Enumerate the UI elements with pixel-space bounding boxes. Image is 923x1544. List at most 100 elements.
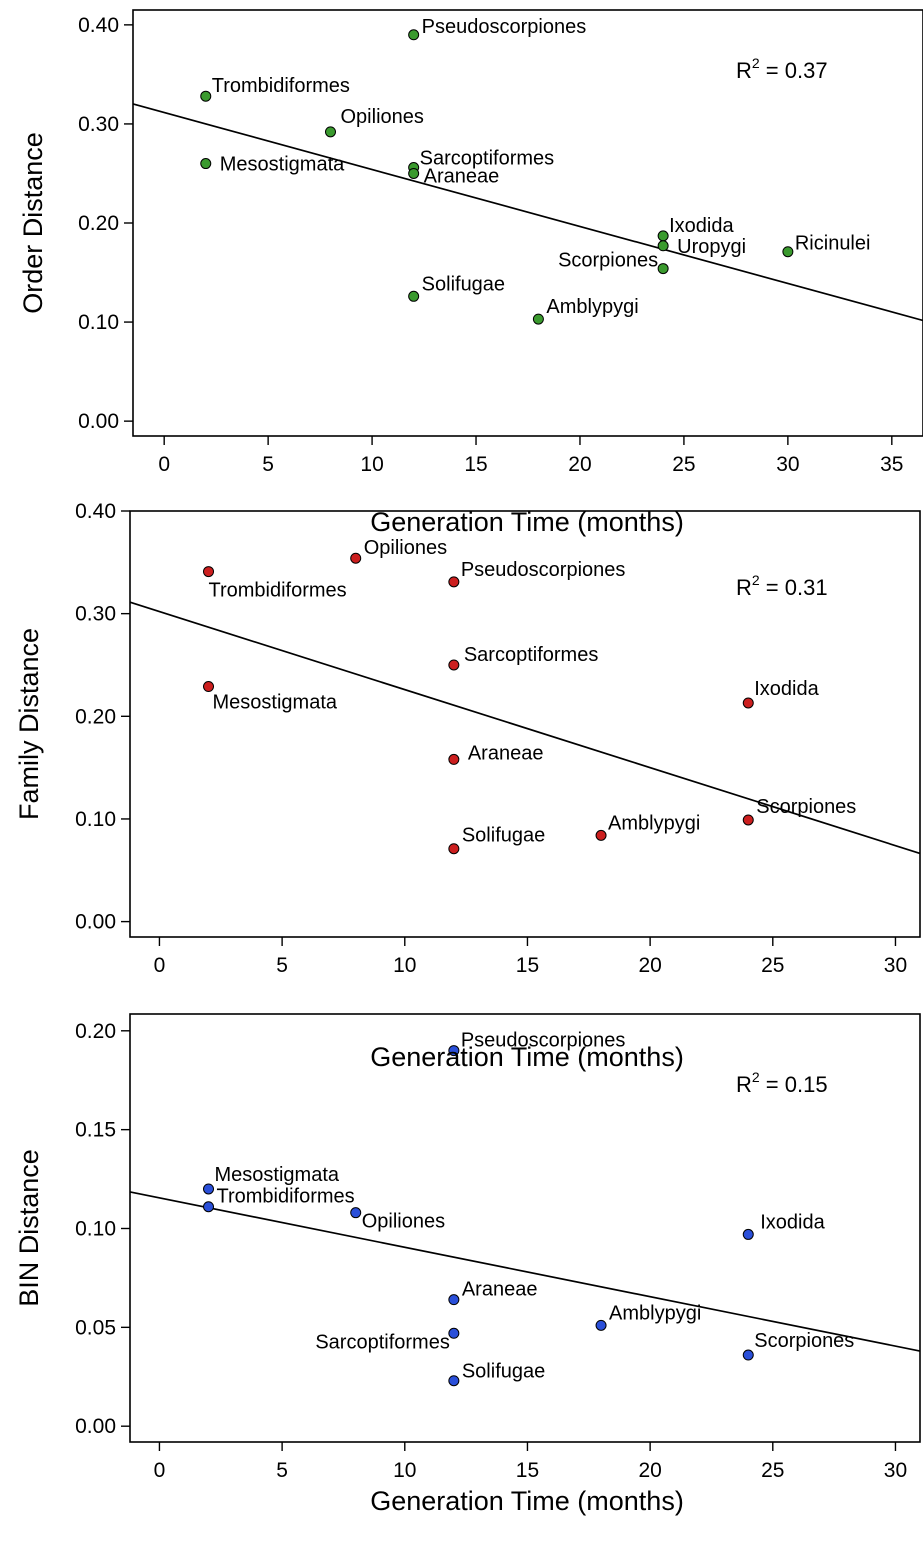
y-tick-label: 0.20 (75, 705, 116, 728)
plot-frame (129, 510, 921, 938)
regression-line (129, 601, 921, 855)
x-tick-label: 25 (672, 453, 695, 476)
data-point (200, 90, 212, 102)
data-point (203, 566, 215, 578)
r-squared-label: R2 = 0.15 (736, 1069, 828, 1097)
x-tick-label: 25 (761, 1459, 784, 1482)
y-tick-label: 0.05 (75, 1316, 116, 1339)
point-label: Araneae (468, 742, 544, 764)
point-label: Solifugae (462, 1361, 545, 1383)
panel-2: 0 5 10 15 20 25 30 0.00 0.10 0.20 0.30 0.40 Family D… (14, 500, 921, 977)
data-point (350, 1207, 362, 1219)
point-label: Sarcoptiformes (315, 1331, 450, 1353)
x-tick-label: 20 (638, 1459, 661, 1482)
data-point (657, 240, 669, 252)
x-axis-title: Generation Time (months) (370, 1042, 684, 1072)
point-label: Solifugae (462, 825, 545, 847)
data-point (408, 167, 420, 179)
x-tick-label: 5 (276, 1459, 288, 1482)
data-point (448, 1327, 460, 1339)
data-point (448, 1294, 460, 1306)
x-axis-title: Generation Time (months) (370, 1486, 684, 1516)
data-point (408, 290, 420, 302)
x-tick-label: 15 (516, 954, 539, 977)
data-point (448, 576, 460, 588)
y-tick-label: 0.00 (78, 410, 119, 433)
x-tick-label: 10 (360, 453, 383, 476)
data-point (742, 814, 754, 826)
data-point (203, 1183, 215, 1195)
y-tick-label: 0.30 (78, 113, 119, 136)
y-axis-title: Family Distance (14, 628, 44, 820)
y-tick-label: 0.20 (75, 1020, 116, 1043)
y-tick-label: 0.20 (78, 212, 119, 235)
x-tick-label: 35 (880, 453, 903, 476)
point-label: Araneae (424, 165, 500, 187)
point-label: Opiliones (362, 1211, 445, 1233)
data-point (448, 1045, 460, 1057)
point-label: Ixodida (760, 1211, 825, 1233)
x-tick-label: 20 (638, 954, 661, 977)
point-label: Amblypygi (609, 1302, 701, 1324)
point-label: Scorpiones (756, 796, 856, 818)
data-point (448, 659, 460, 671)
point-label: Opiliones (364, 537, 447, 559)
y-tick-label: 0.00 (75, 911, 116, 934)
y-tick-label: 0.40 (78, 14, 119, 37)
x-tick-label: 0 (154, 954, 166, 977)
data-point (408, 29, 420, 41)
point-label: Sarcoptiformes (420, 148, 555, 170)
point-label: Mesostigmata (213, 692, 338, 714)
x-tick-label: 0 (154, 1459, 166, 1482)
point-label: Ixodida (754, 678, 819, 700)
y-tick-label: 0.10 (75, 808, 116, 831)
point-label: Pseudoscorpiones (422, 16, 587, 38)
data-point (742, 1228, 754, 1240)
x-tick-label: 5 (262, 453, 274, 476)
y-tick-label: 0.10 (78, 311, 119, 334)
point-label: Scorpiones (558, 250, 658, 272)
x-tick-label: 10 (393, 1459, 416, 1482)
point-label: Ricinulei (795, 233, 871, 255)
data-point (203, 681, 215, 693)
point-label: Sarcoptiformes (464, 644, 599, 666)
data-point (742, 697, 754, 709)
x-tick-label: 30 (884, 954, 907, 977)
x-tick-label: 20 (568, 453, 591, 476)
data-point (325, 126, 336, 138)
y-tick-label: 0.10 (75, 1217, 116, 1240)
point-label: Opiliones (341, 106, 424, 128)
panel-3: 0 5 10 15 20 25 30 0.00 0.05 0.10 0.15 0.20 BIN Dist… (14, 1013, 921, 1482)
data-point (782, 246, 794, 258)
data-point (657, 263, 669, 275)
point-label: Uropygi (677, 236, 746, 258)
data-point (203, 1201, 215, 1213)
x-tick-label: 10 (393, 954, 416, 977)
point-label: Amblypygi (608, 812, 700, 834)
point-label: Pseudoscorpiones (461, 559, 626, 581)
y-tick-label: 0.40 (75, 500, 116, 523)
x-tick-label: 25 (761, 954, 784, 977)
point-label: Mesostigmata (220, 154, 345, 176)
r-squared-label: R2 = 0.31 (736, 572, 828, 600)
x-tick-label: 30 (776, 453, 799, 476)
data-point (350, 552, 362, 564)
data-point (448, 1375, 460, 1387)
point-label: Scorpiones (754, 1330, 854, 1352)
y-axis-title: Order Distance (18, 132, 48, 314)
data-point (532, 313, 544, 325)
data-point (742, 1349, 754, 1361)
data-point (657, 230, 669, 242)
regression-line (129, 1191, 921, 1352)
x-tick-label: 30 (884, 1459, 907, 1482)
x-tick-label: 15 (516, 1459, 539, 1482)
regression-line (132, 103, 923, 322)
r-squared-label: R2 = 0.37 (736, 55, 828, 83)
data-point (595, 829, 607, 841)
point-label: Araneae (462, 1279, 538, 1301)
data-point (595, 1319, 607, 1331)
point-label: Trombidiformes (217, 1186, 355, 1208)
panel-1: 0 5 10 15 20 25 30 35 0.00 0.10 0.20 0.30 0.40 Order … (18, 9, 923, 476)
point-label: Pseudoscorpiones (461, 1030, 626, 1052)
